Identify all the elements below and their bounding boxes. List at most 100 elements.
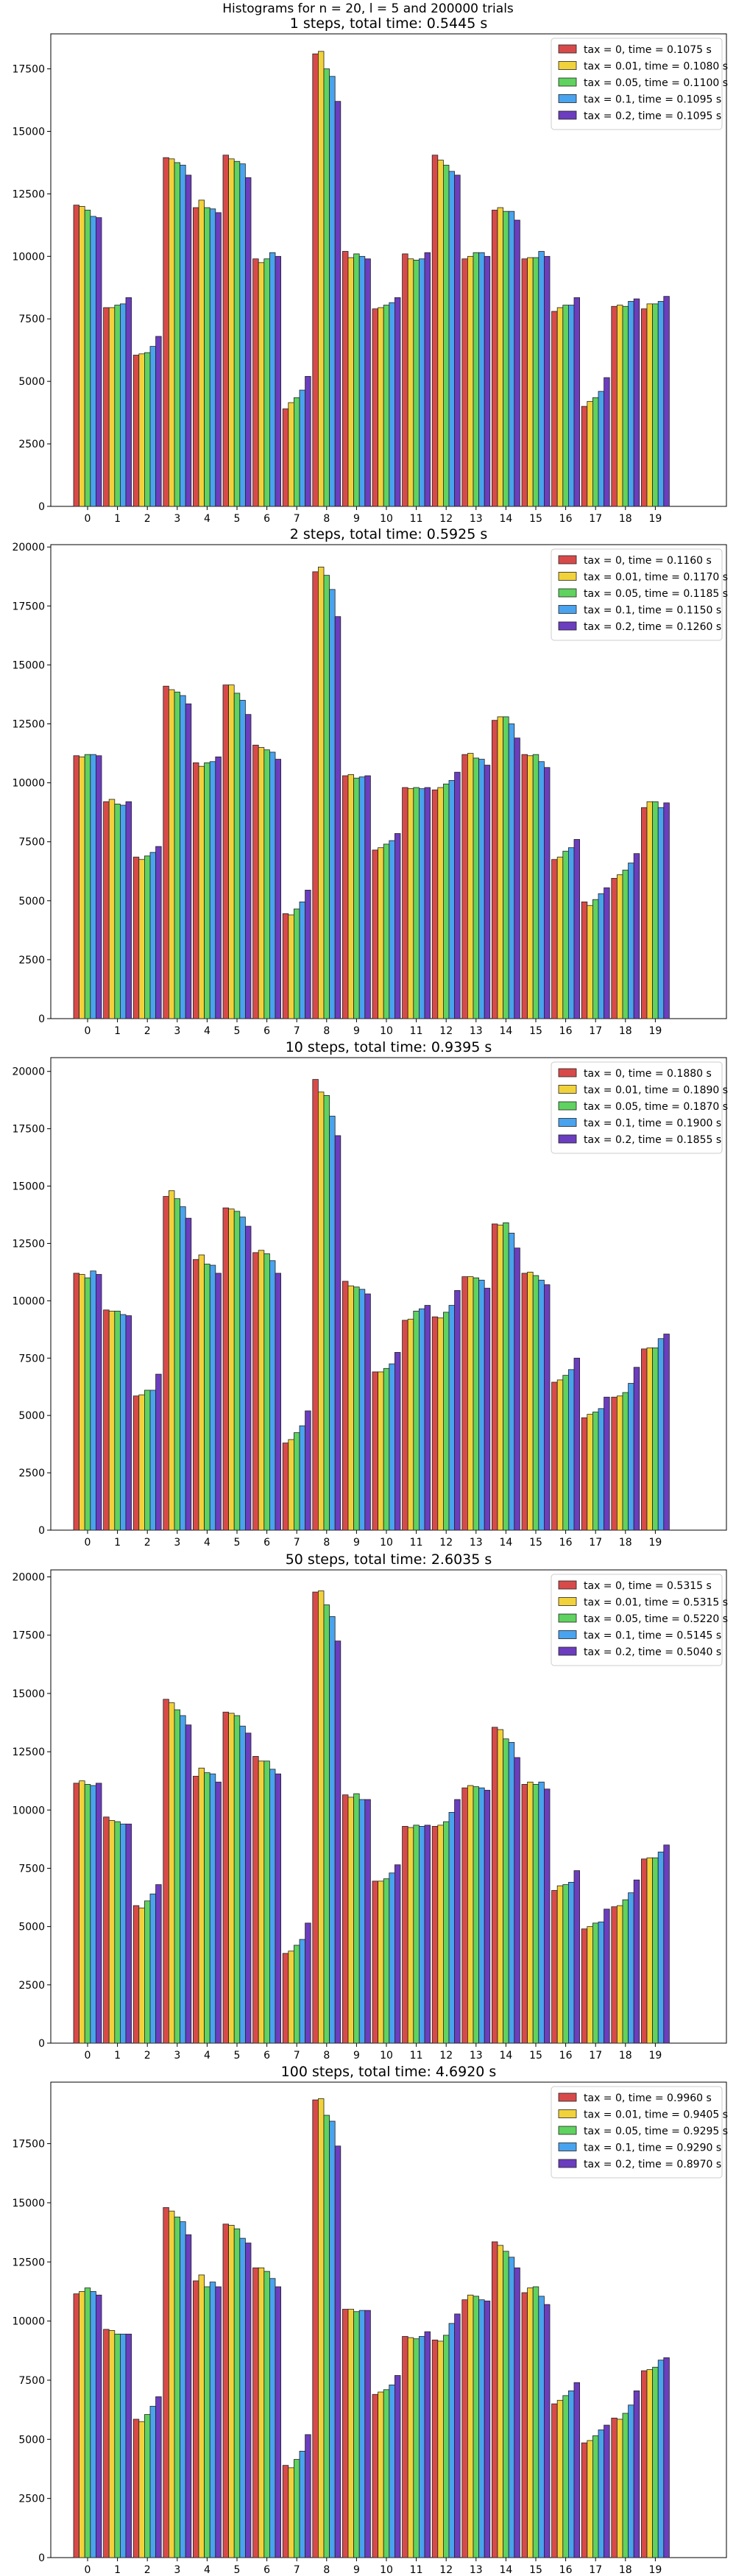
bar — [119, 2333, 127, 2558]
bar — [342, 2309, 349, 2558]
bar — [334, 1135, 342, 1531]
bar — [407, 788, 414, 1019]
bar — [204, 1772, 210, 2044]
bar — [413, 260, 420, 507]
x-tick-label: 11 — [410, 2564, 423, 2576]
bar — [598, 893, 604, 1019]
bar — [551, 2403, 558, 2558]
bar — [353, 253, 360, 507]
legend-swatch — [558, 572, 577, 581]
bar — [215, 756, 222, 1019]
bar — [532, 2286, 539, 2558]
legend-entry: tax = 0.05, time = 0.9295 s — [584, 2126, 728, 2137]
bar — [155, 2396, 162, 2558]
x-tick-label: 12 — [439, 1537, 453, 1549]
bar — [538, 761, 545, 1019]
bar — [244, 177, 252, 507]
bar — [353, 2311, 360, 2558]
bar — [79, 756, 85, 1019]
x-tick-label: 19 — [648, 2050, 662, 2062]
bar — [233, 1211, 241, 1531]
x-tick-label: 6 — [263, 1025, 270, 1037]
x-tick-label: 15 — [529, 2050, 542, 2062]
bar — [508, 1741, 515, 2044]
y-tick-label: 17500 — [12, 1630, 45, 1642]
x-tick-label: 10 — [380, 1537, 393, 1549]
legend-entry: tax = 0.01, time = 0.1890 s — [584, 1085, 728, 1097]
bar — [587, 2440, 593, 2558]
bar — [90, 216, 96, 507]
legend-entry: tax = 0, time = 0.9960 s — [584, 2092, 712, 2104]
legend-swatch — [558, 94, 577, 103]
x-tick-label: 10 — [380, 2050, 393, 2062]
bar — [353, 1793, 360, 2044]
x-tick-label: 5 — [234, 513, 241, 525]
bar — [497, 2245, 503, 2558]
bar — [228, 2225, 235, 2558]
bar — [617, 2418, 623, 2558]
bar — [641, 308, 648, 507]
bar — [263, 1761, 270, 2044]
bar — [329, 76, 336, 507]
bar — [185, 1217, 192, 1531]
bar — [119, 804, 127, 1019]
bar — [209, 761, 216, 1019]
y-tick-label: 17500 — [12, 64, 45, 76]
x-tick-label: 3 — [174, 2564, 180, 2576]
bar — [492, 720, 498, 1019]
bar — [293, 397, 300, 507]
bar — [84, 210, 91, 507]
bar — [402, 787, 408, 1019]
bar — [478, 1787, 485, 2044]
x-tick-label: 10 — [380, 2564, 393, 2576]
bar — [431, 2339, 439, 2558]
legend-entry: tax = 0.1, time = 0.1150 s — [584, 605, 721, 617]
x-tick-label: 12 — [439, 1025, 453, 1037]
y-tick-label: 2500 — [18, 439, 45, 450]
bar — [562, 305, 569, 507]
bar — [611, 877, 618, 1019]
bar — [394, 1864, 401, 2044]
bar — [604, 377, 610, 507]
bar — [149, 1390, 156, 1531]
x-tick-label: 0 — [85, 2564, 91, 2576]
legend-box — [551, 548, 723, 641]
bar — [132, 1395, 140, 1531]
bar — [378, 1880, 384, 2044]
bar — [209, 1264, 216, 1531]
bar — [503, 2251, 509, 2558]
bar — [581, 902, 588, 1019]
bar — [521, 2292, 528, 2558]
bar — [424, 252, 431, 507]
legend-swatch — [558, 605, 577, 614]
bar — [508, 210, 515, 507]
x-tick-label: 12 — [439, 2564, 453, 2576]
y-tick-label: 2500 — [18, 2494, 45, 2505]
legend-entry: tax = 0, time = 0.1075 s — [584, 44, 712, 56]
x-tick-label: 5 — [234, 1537, 241, 1549]
bar — [114, 2333, 121, 2558]
bar — [407, 1827, 414, 2044]
bar — [108, 1820, 116, 2044]
bar — [389, 840, 395, 1019]
bar — [473, 1786, 479, 2044]
x-tick-label: 1 — [114, 1537, 121, 1549]
bar — [79, 205, 85, 507]
bar — [347, 1285, 354, 1531]
x-tick-label: 13 — [470, 1025, 483, 1037]
bar — [84, 1784, 91, 2044]
y-tick-label: 15000 — [12, 2198, 45, 2209]
bar — [394, 1352, 401, 1531]
bar — [402, 1826, 408, 2044]
bar — [364, 2310, 371, 2558]
y-tick-label: 12500 — [12, 188, 45, 200]
bar — [383, 1878, 390, 2044]
legend-entry: tax = 0, time = 0.5315 s — [584, 1580, 712, 1592]
bar — [329, 589, 336, 1019]
bar — [198, 2274, 205, 2558]
bar — [342, 775, 349, 1019]
legend-swatch — [558, 2109, 577, 2118]
bar — [263, 2271, 270, 2558]
bar — [364, 258, 371, 507]
bar — [103, 1816, 110, 2044]
